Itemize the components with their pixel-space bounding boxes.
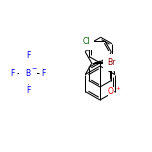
Text: F: F — [26, 51, 30, 60]
Text: B: B — [25, 69, 31, 78]
Text: F: F — [41, 69, 45, 78]
Text: Cl: Cl — [82, 37, 90, 46]
Text: −: − — [31, 66, 37, 71]
Text: O: O — [108, 87, 114, 96]
Text: F: F — [11, 69, 15, 78]
Text: +: + — [116, 86, 121, 91]
Text: F: F — [26, 86, 30, 95]
Text: Br: Br — [107, 58, 115, 67]
